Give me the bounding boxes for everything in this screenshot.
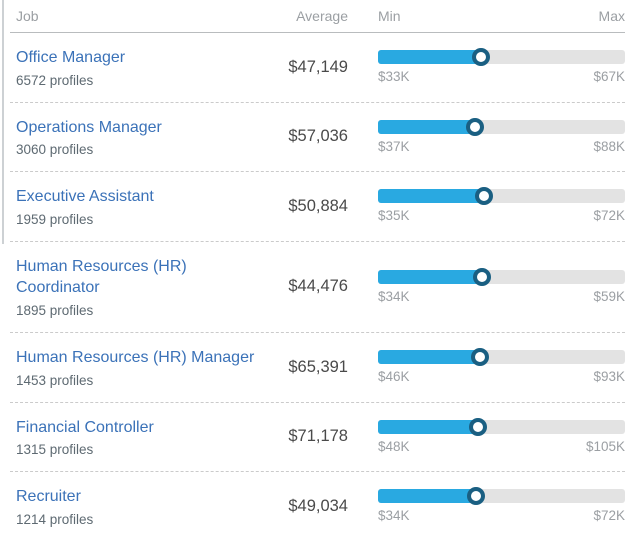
header-average-label: Average — [296, 8, 348, 24]
max-salary-label: $105K — [585, 438, 625, 454]
slider-handle[interactable] — [472, 267, 491, 286]
slider-fill — [378, 189, 485, 204]
job-link[interactable]: Office Manager — [16, 49, 126, 66]
slider-fill — [378, 350, 480, 365]
slider-track[interactable] — [378, 117, 625, 136]
table-row: Recruiter 1214 profiles $49,034 $34K $72… — [10, 472, 625, 537]
max-salary-label: $67K — [593, 69, 625, 85]
min-salary-label: $48K — [378, 438, 410, 454]
average-salary: $65,391 — [288, 357, 348, 376]
table-row: Office Manager 6572 profiles $47,149 $33… — [10, 33, 625, 103]
slider-fill — [378, 489, 476, 504]
table-body: Office Manager 6572 profiles $47,149 $33… — [10, 33, 625, 537]
salary-range-slider: $34K $72K — [378, 487, 625, 523]
slider-handle[interactable] — [466, 117, 485, 136]
left-border-line — [2, 0, 4, 244]
job-link[interactable]: Human Resources (HR) Manager — [16, 348, 255, 366]
slider-track[interactable] — [378, 417, 625, 436]
job-cell: Executive Assistant 1959 profiles — [10, 186, 256, 227]
profiles-count: 1214 profiles — [16, 511, 94, 527]
table-row: Human Resources (HR) Manager 1453 profil… — [10, 333, 625, 403]
average-salary: $47,149 — [288, 57, 348, 76]
profiles-count: 1895 profiles — [16, 302, 94, 318]
slider-handle[interactable] — [466, 487, 485, 506]
slider-handle[interactable] — [471, 48, 490, 67]
table-row: Human Resources (HR) Coordinator 1895 pr… — [10, 242, 625, 333]
max-salary-label: $72K — [593, 508, 625, 524]
salary-range-slider: $48K $105K — [378, 417, 625, 454]
max-salary-label: $88K — [593, 138, 625, 154]
salary-range-slider: $35K $72K — [378, 187, 625, 223]
min-salary-label: $46K — [378, 369, 410, 385]
job-cell: Human Resources (HR) Manager 1453 profil… — [10, 347, 256, 388]
max-salary-label: $59K — [593, 288, 625, 304]
min-salary-label: $33K — [378, 69, 410, 85]
table-row: Operations Manager 3060 profiles $57,036… — [10, 103, 625, 173]
job-cell: Recruiter 1214 profiles — [10, 486, 256, 527]
slider-fill — [378, 269, 482, 284]
job-link[interactable]: Executive Assistant — [16, 188, 154, 206]
slider-track[interactable] — [378, 348, 625, 367]
slider-track[interactable] — [378, 48, 625, 67]
slider-handle[interactable] — [470, 348, 489, 367]
header-job-label: Job — [16, 8, 39, 24]
salary-table: Job Average Min Max Office Manager 6572 … — [10, 0, 625, 537]
slider-track[interactable] — [378, 487, 625, 506]
min-salary-label: $34K — [378, 508, 410, 524]
profiles-count: 1959 profiles — [16, 211, 94, 227]
table-row: Financial Controller 1315 profiles $71,1… — [10, 403, 625, 473]
min-salary-label: $35K — [378, 208, 410, 224]
range-labels: $33K $67K — [378, 69, 625, 84]
min-salary-label: $34K — [378, 288, 410, 304]
salary-range-slider: $33K $67K — [378, 48, 625, 84]
header-max-label: Max — [598, 8, 625, 24]
salary-range-slider: $46K $93K — [378, 348, 625, 384]
range-labels: $35K $72K — [378, 208, 625, 223]
average-salary: $50,884 — [288, 196, 348, 215]
header-range-labels: Min Max — [378, 8, 625, 24]
slider-handle[interactable] — [469, 417, 488, 436]
slider-fill — [378, 419, 479, 434]
salary-range-slider: $37K $88K — [378, 117, 625, 154]
range-labels: $34K $59K — [378, 289, 625, 304]
job-link[interactable]: Human Resources (HR) Coordinator — [16, 257, 187, 297]
slider-handle[interactable] — [475, 187, 494, 206]
range-labels: $48K $105K — [378, 439, 625, 454]
table-header: Job Average Min Max — [10, 0, 625, 33]
slider-fill — [378, 119, 476, 134]
range-labels: $34K $72K — [378, 508, 625, 523]
average-salary: $57,036 — [288, 127, 348, 146]
min-salary-label: $37K — [378, 138, 410, 154]
slider-track[interactable] — [378, 187, 625, 206]
job-link[interactable]: Recruiter — [16, 488, 81, 506]
job-cell: Financial Controller 1315 profiles — [10, 417, 256, 458]
profiles-count: 6572 profiles — [16, 72, 94, 88]
table-row: Executive Assistant 1959 profiles $50,88… — [10, 172, 625, 242]
max-salary-label: $93K — [593, 369, 625, 385]
salary-range-slider: $34K $59K — [378, 267, 625, 304]
job-link[interactable]: Operations Manager — [16, 118, 162, 136]
profiles-count: 1453 profiles — [16, 372, 94, 388]
slider-track[interactable] — [378, 267, 625, 286]
max-salary-label: $72K — [593, 208, 625, 224]
header-min-label: Min — [378, 8, 401, 24]
slider-fill — [378, 50, 481, 65]
job-cell: Operations Manager 3060 profiles — [10, 117, 256, 158]
average-salary: $44,476 — [288, 277, 348, 296]
range-labels: $37K $88K — [378, 139, 625, 154]
job-cell: Office Manager 6572 profiles — [10, 47, 256, 88]
job-link[interactable]: Financial Controller — [16, 418, 154, 436]
profiles-count: 3060 profiles — [16, 142, 94, 158]
profiles-count: 1315 profiles — [16, 442, 94, 458]
average-salary: $71,178 — [288, 427, 348, 446]
range-labels: $46K $93K — [378, 369, 625, 384]
job-cell: Human Resources (HR) Coordinator 1895 pr… — [10, 256, 256, 318]
average-salary: $49,034 — [288, 496, 348, 515]
